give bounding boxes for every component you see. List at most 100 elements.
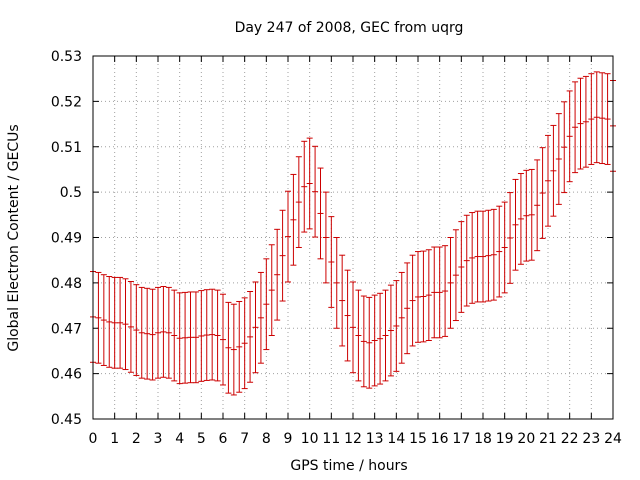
error-bar bbox=[431, 246, 438, 339]
plot-frame bbox=[92, 55, 614, 420]
error-bar bbox=[100, 274, 107, 366]
error-bar bbox=[257, 271, 264, 364]
x-tick-label: 3 bbox=[154, 431, 163, 447]
y-tick-label: 0.46 bbox=[51, 367, 82, 383]
error-bar bbox=[306, 137, 313, 230]
error-bar bbox=[279, 209, 286, 302]
error-bar bbox=[122, 278, 129, 371]
error-bar bbox=[285, 190, 291, 283]
error-bar bbox=[165, 286, 172, 379]
error-bar bbox=[404, 262, 411, 355]
x-tick-label: 18 bbox=[474, 431, 492, 447]
x-tick-label: 24 bbox=[604, 431, 622, 447]
error-bar bbox=[420, 250, 427, 343]
error-bar bbox=[469, 212, 476, 304]
error-bar bbox=[582, 75, 589, 168]
error-bar bbox=[214, 289, 221, 382]
error-bar bbox=[301, 140, 308, 233]
error-bar bbox=[328, 216, 335, 308]
error-bar bbox=[409, 254, 416, 347]
error-bar bbox=[452, 229, 459, 322]
y-tick-label: 0.47 bbox=[51, 321, 82, 337]
x-tick-label: 13 bbox=[366, 431, 384, 447]
error-bar bbox=[604, 73, 611, 165]
error-bar bbox=[295, 156, 302, 248]
error-bar bbox=[599, 72, 606, 165]
error-bar bbox=[593, 71, 600, 164]
error-bar bbox=[355, 289, 362, 382]
error-bar bbox=[203, 289, 210, 381]
y-tick-label: 0.49 bbox=[51, 231, 82, 247]
error-bar bbox=[555, 113, 562, 205]
error-bar bbox=[138, 286, 145, 379]
error-bar bbox=[517, 173, 524, 265]
error-bar bbox=[550, 124, 557, 217]
x-tick-label: 17 bbox=[452, 431, 470, 447]
y-tick-label: 0.51 bbox=[51, 140, 82, 156]
y-tick-label: 0.48 bbox=[51, 276, 82, 292]
error-bar bbox=[463, 214, 470, 307]
y-tick-label: 0.45 bbox=[51, 412, 82, 428]
chart-title: Day 247 of 2008, GEC from uqrg bbox=[235, 20, 464, 36]
error-bar bbox=[230, 303, 237, 396]
y-axis-label: Global Electron Content / GECUs bbox=[6, 124, 22, 351]
error-bar bbox=[496, 205, 503, 298]
error-bar bbox=[160, 286, 167, 378]
error-bar bbox=[366, 296, 373, 389]
x-tick-label: 20 bbox=[517, 431, 535, 447]
error-bar bbox=[436, 246, 443, 339]
error-bar bbox=[523, 169, 530, 262]
error-bar bbox=[333, 237, 340, 329]
error-bar bbox=[539, 147, 546, 239]
series-layer bbox=[90, 71, 616, 396]
x-tick-label: 0 bbox=[89, 431, 98, 447]
x-tick-label: 21 bbox=[539, 431, 557, 447]
error-bar bbox=[290, 173, 297, 266]
error-bar bbox=[371, 294, 378, 387]
error-bar bbox=[312, 145, 319, 238]
error-bar bbox=[187, 291, 194, 384]
error-bar bbox=[252, 281, 259, 374]
error-bar bbox=[442, 245, 449, 337]
error-bar bbox=[528, 168, 535, 261]
error-bar bbox=[144, 287, 151, 380]
x-tick-label: 12 bbox=[344, 431, 362, 447]
x-tick-label: 23 bbox=[582, 431, 600, 447]
y-tick-label: 0.52 bbox=[51, 94, 82, 110]
x-tick-label: 4 bbox=[175, 431, 184, 447]
error-bar bbox=[247, 290, 254, 383]
x-tick-label: 6 bbox=[219, 431, 228, 447]
error-bar bbox=[545, 134, 551, 227]
error-bar bbox=[572, 81, 579, 174]
error-bar bbox=[339, 254, 346, 347]
error-bar bbox=[382, 289, 389, 382]
error-bar bbox=[490, 208, 497, 301]
error-bar bbox=[447, 237, 454, 329]
error-bar bbox=[507, 192, 514, 284]
x-tick-label: 8 bbox=[262, 431, 271, 447]
x-tick-label: 9 bbox=[284, 431, 293, 447]
error-bar bbox=[133, 284, 140, 376]
error-bar bbox=[225, 301, 232, 394]
error-bar bbox=[398, 271, 405, 364]
error-bar bbox=[111, 276, 118, 369]
x-tick-label: 7 bbox=[240, 431, 249, 447]
error-bar bbox=[209, 288, 216, 381]
error-bar bbox=[198, 290, 205, 382]
error-bar bbox=[171, 289, 178, 382]
error-bar bbox=[458, 221, 465, 313]
x-tick-label: 10 bbox=[301, 431, 319, 447]
x-tick-label: 15 bbox=[409, 431, 427, 447]
error-bar bbox=[415, 251, 421, 343]
error-bar bbox=[577, 77, 584, 170]
error-bar bbox=[117, 276, 124, 369]
error-bar bbox=[268, 244, 275, 337]
x-tick-label: 5 bbox=[197, 431, 206, 447]
error-bar bbox=[512, 178, 519, 271]
error-bar bbox=[274, 228, 281, 321]
x-tick-label: 22 bbox=[561, 431, 579, 447]
error-bar bbox=[182, 291, 189, 384]
series-error-bars bbox=[90, 71, 616, 396]
